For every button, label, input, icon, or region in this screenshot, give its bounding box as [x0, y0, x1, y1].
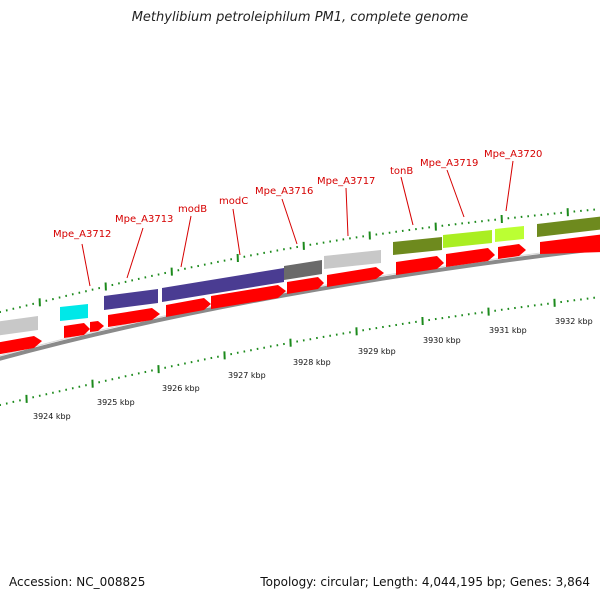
- upper-tick-track: [0, 208, 596, 314]
- leader-line: [400, 176, 414, 226]
- leader-line: [446, 169, 465, 218]
- leader-line: [81, 243, 91, 287]
- leader-line: [126, 227, 144, 279]
- leader-line: [232, 208, 241, 256]
- kbp-label-3925: 3925 kbp: [97, 398, 135, 407]
- kbp-label-3930: 3930 kbp: [423, 336, 461, 345]
- feature-bar-gray-left: [0, 316, 38, 336]
- kbp-label-3926: 3926 kbp: [162, 384, 200, 393]
- gene-label-Mpe_A3720: Mpe_A3720: [484, 149, 542, 160]
- gene-leader-lines: [81, 160, 514, 287]
- kbp-label-3928: 3928 kbp: [293, 358, 331, 367]
- cds-arrow: [64, 323, 90, 338]
- gene-label-Mpe_A3719: Mpe_A3719: [420, 158, 478, 169]
- cds-arrow: [446, 248, 495, 267]
- lower-tick-track: [0, 296, 596, 407]
- kbp-label-3924: 3924 kbp: [33, 412, 71, 421]
- leader-line: [281, 198, 298, 245]
- feature-bar-lime: [443, 230, 492, 248]
- feature-bar-dark-gray: [284, 260, 322, 280]
- kbp-labels: 3924 kbp 3925 kbp 3926 kbp 3927 kbp 3928…: [33, 317, 593, 421]
- cds-arrow: [166, 298, 211, 317]
- cds-track: [0, 234, 600, 355]
- kbp-label-3931: 3931 kbp: [489, 326, 527, 335]
- accession-text: Accession: NC_008825: [9, 575, 146, 589]
- cds-arrow: [396, 256, 444, 275]
- kbp-label-3927: 3927 kbp: [228, 371, 266, 380]
- leader-line: [505, 160, 514, 212]
- feature-bar-cyan: [60, 304, 88, 321]
- cds-arrow: [327, 267, 384, 287]
- cds-arrow: [0, 336, 42, 355]
- feature-bar-light-gray: [324, 250, 381, 269]
- leader-line: [345, 187, 349, 237]
- leader-line: [180, 215, 192, 268]
- gene-label-modB: modB: [178, 204, 207, 215]
- cds-arrow: [540, 234, 600, 254]
- gene-label-Mpe_A3712: Mpe_A3712: [53, 229, 111, 240]
- cds-arrow: [211, 285, 286, 309]
- kbp-label-3932: 3932 kbp: [555, 317, 593, 326]
- feature-bar-indigo-2: [162, 268, 284, 302]
- gene-labels: Mpe_A3712 Mpe_A3713 modB modC Mpe_A3716 …: [53, 149, 542, 240]
- feature-bar-olive-right: [537, 216, 600, 237]
- gene-label-Mpe_A3713: Mpe_A3713: [115, 214, 173, 225]
- function-track: [0, 216, 600, 336]
- genome-summary-text: Topology: circular; Length: 4,044,195 bp…: [260, 575, 590, 589]
- cds-arrow: [90, 321, 104, 332]
- gene-label-tonB: tonB: [390, 166, 413, 177]
- cds-arrow: [108, 308, 160, 327]
- genome-title: Methylibium petroleiphilum PM1, complete…: [131, 10, 469, 25]
- kbp-label-3929: 3929 kbp: [358, 347, 396, 356]
- gene-label-Mpe_A3717: Mpe_A3717: [317, 176, 375, 187]
- gene-label-modC: modC: [219, 196, 248, 207]
- feature-bar-bright-lime: [495, 226, 524, 242]
- cds-arrow: [287, 277, 324, 294]
- feature-bar-olive: [393, 237, 442, 255]
- cds-arrow: [498, 244, 526, 259]
- gene-label-Mpe_A3716: Mpe_A3716: [255, 186, 313, 197]
- feature-bar-indigo-1: [104, 289, 158, 310]
